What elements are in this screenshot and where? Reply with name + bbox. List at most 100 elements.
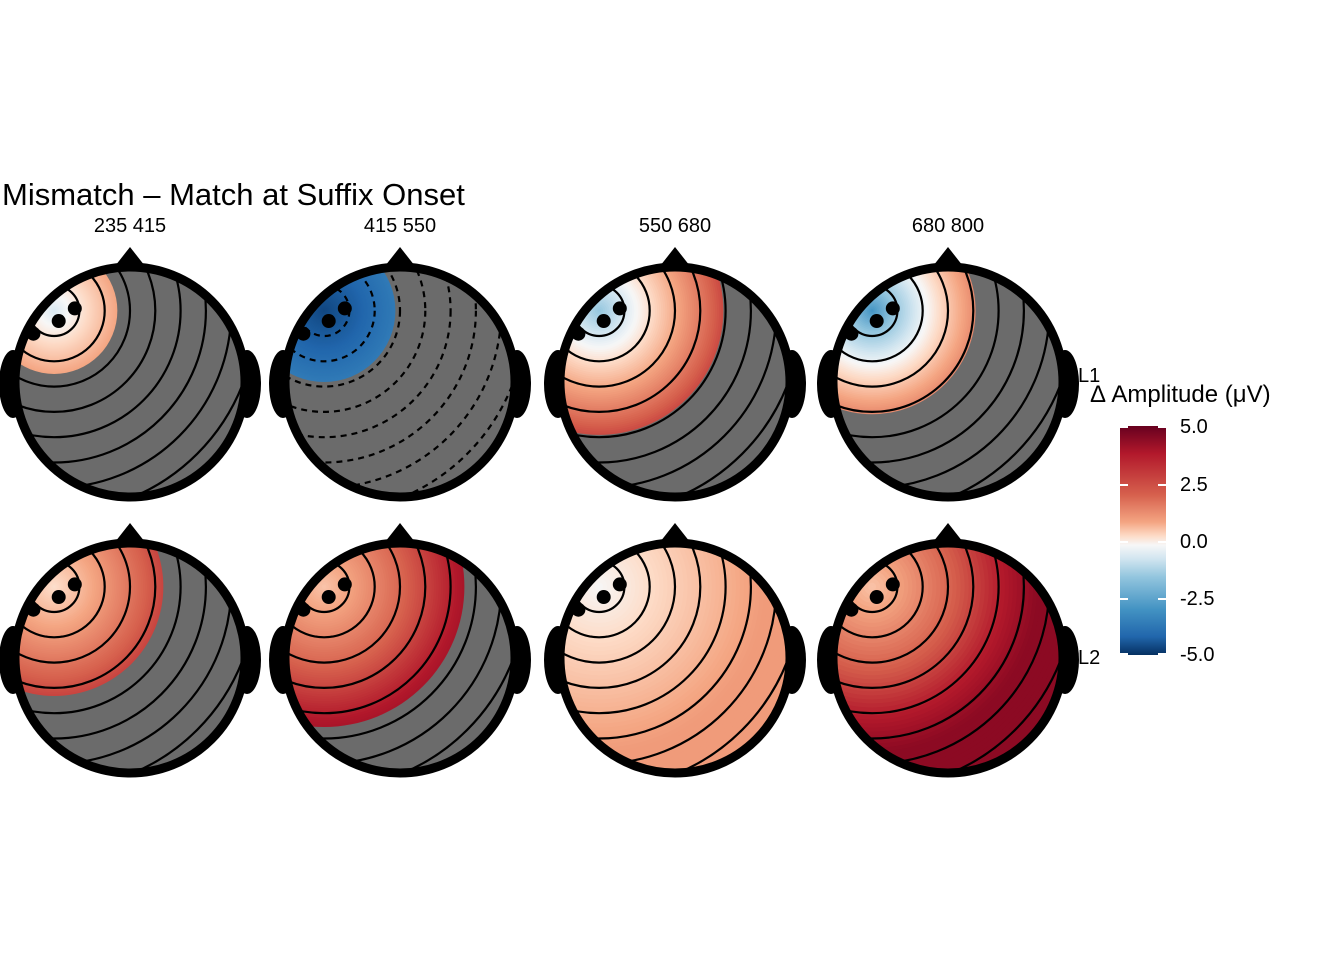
colorbar-tick: [1120, 484, 1128, 486]
head-outline: [280, 538, 520, 778]
electrode-marker: [26, 326, 41, 341]
topoplot-panel: [0, 523, 261, 778]
colorbar-tick: [1120, 541, 1128, 543]
colorbar-tick: [1120, 653, 1128, 655]
row-label-L2: L2: [1078, 647, 1101, 669]
head-outline: [280, 262, 520, 502]
topoplot-panel: [817, 523, 1079, 778]
contour-line: [833, 543, 975, 689]
head-outline: [555, 262, 795, 502]
column-header-3: 550 680: [638, 215, 712, 237]
electrode-marker: [337, 301, 352, 316]
contour-line: [560, 543, 651, 639]
amplitude-band: [53, 310, 55, 312]
colorbar-label-mid-high: 2.5: [1180, 474, 1208, 496]
electrode-marker: [869, 314, 884, 329]
contour-line: [833, 543, 924, 639]
head-outline: [10, 262, 250, 502]
contour-line: [15, 267, 132, 388]
contour-line: [560, 267, 677, 388]
electrode-marker: [67, 577, 82, 592]
row-label-L1: L1: [1078, 365, 1101, 387]
electrode-marker: [571, 326, 586, 341]
electrode-marker: [337, 577, 352, 592]
contour-line: [833, 543, 1000, 715]
contour-line: [15, 267, 182, 439]
electrode-marker: [885, 301, 900, 316]
colorbar-tick: [1158, 598, 1166, 600]
electrode-marker: [321, 314, 336, 329]
contour-line: [285, 267, 402, 388]
electrode-marker: [296, 326, 311, 341]
topoplot-panel: [817, 247, 1079, 502]
head-outline: [10, 538, 250, 778]
colorbar-tick: [1120, 598, 1128, 600]
colorbar-label-min: -5.0: [1180, 644, 1215, 666]
contour-line: [285, 543, 376, 639]
topoplot-panel: [544, 523, 806, 778]
amplitude-band: [323, 310, 325, 312]
colorbar-label-zero: 0.0: [1180, 531, 1208, 553]
contour-line: [560, 267, 702, 414]
contour-line: [15, 543, 157, 689]
electrode-marker: [844, 326, 859, 341]
electrode-marker: [51, 590, 66, 605]
electrode-marker: [51, 314, 66, 329]
amplitude-band: [871, 310, 873, 312]
contour-line: [285, 543, 427, 689]
colorbar-label-max: 5.0: [1180, 416, 1208, 438]
amplitude-band: [871, 586, 873, 588]
colorbar-tick: [1158, 426, 1166, 428]
head-outline: [828, 262, 1068, 502]
topoplot-panel: [544, 247, 806, 502]
electrode-marker: [612, 301, 627, 316]
contour-line: [560, 543, 727, 715]
head-outline: [555, 538, 795, 778]
legend-title: Δ Amplitude (μV): [1090, 381, 1271, 408]
contour-line: [833, 267, 975, 414]
contour-line: [285, 543, 452, 715]
chart-title: Mismatch – Match at Suffix Onset: [2, 177, 465, 212]
contour-line: [285, 267, 452, 439]
contour-line: [833, 267, 950, 388]
colorbar-tick: [1158, 653, 1166, 655]
colorbar-tick: [1120, 426, 1128, 428]
contour-line: [285, 267, 427, 414]
electrode-marker: [26, 602, 41, 617]
contour-line: [15, 543, 106, 639]
electrode-marker: [869, 590, 884, 605]
colorbar-label-mid-low: -2.5: [1180, 588, 1215, 610]
contour-line: [560, 267, 651, 363]
electrode-marker: [321, 590, 336, 605]
amplitude-band: [598, 310, 600, 312]
electrode-marker: [296, 602, 311, 617]
contour-line: [833, 267, 924, 363]
contour-line: [833, 543, 950, 664]
contour-line: [285, 267, 478, 464]
electrode-marker: [885, 577, 900, 592]
contour-line: [833, 267, 1000, 439]
contour-line: [285, 267, 376, 363]
contour-line: [560, 543, 677, 664]
amplitude-band: [323, 586, 325, 588]
colorbar-tick: [1158, 484, 1166, 486]
colorbar: [1120, 426, 1166, 655]
contour-line: [560, 267, 727, 439]
colorbar-tick: [1158, 541, 1166, 543]
electrode-marker: [844, 602, 859, 617]
contour-line: [560, 543, 702, 689]
electrode-marker: [67, 301, 82, 316]
electrode-marker: [596, 314, 611, 329]
column-header-1: 235 415: [93, 215, 167, 237]
contour-line: [285, 543, 402, 664]
electrode-marker: [612, 577, 627, 592]
contour-line: [15, 267, 106, 363]
electrode-marker: [571, 602, 586, 617]
contour-line: [15, 267, 157, 414]
contour-line: [15, 543, 132, 664]
column-header-4: 680 800: [911, 215, 985, 237]
head-outline: [828, 538, 1068, 778]
column-header-2: 415 550: [363, 215, 437, 237]
